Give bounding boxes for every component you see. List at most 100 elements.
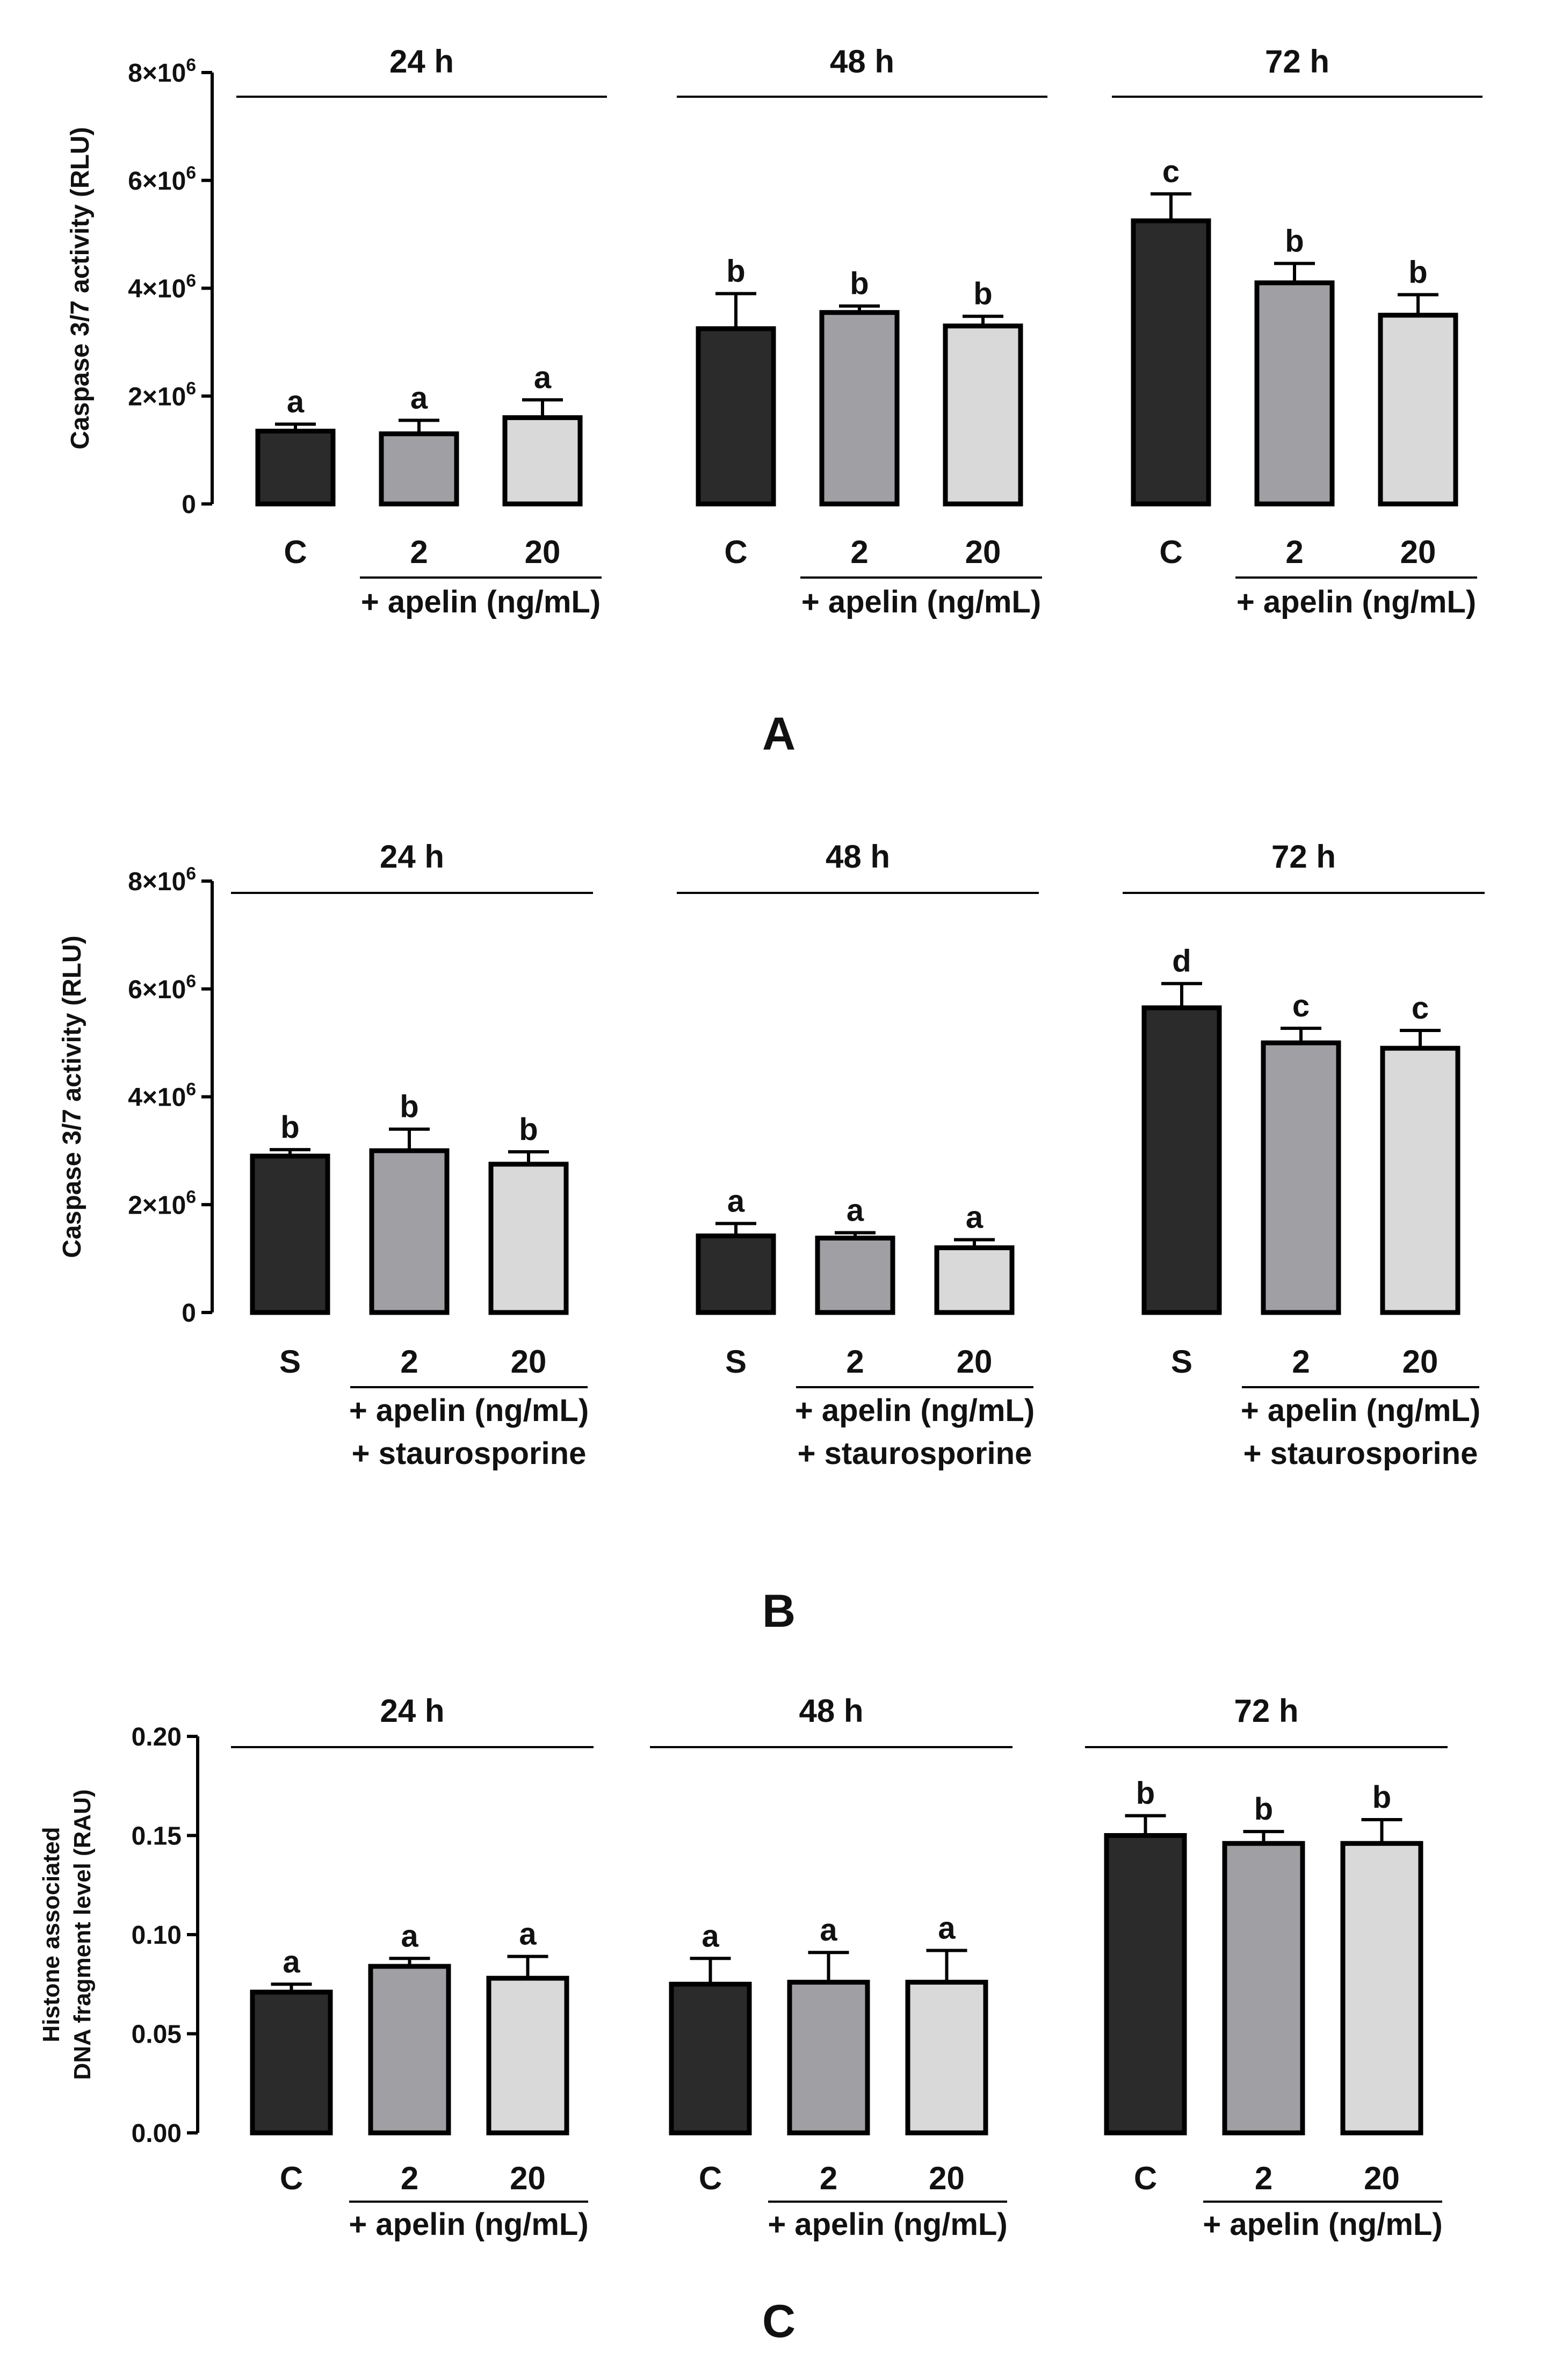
bar [1340, 1841, 1423, 2136]
significance-letter: a [966, 1200, 984, 1235]
bar [250, 1989, 333, 2136]
category-label: 20 [1364, 2160, 1400, 2196]
treatment-label: + apelin (ng/mL) [768, 2207, 1007, 2242]
bar [369, 1148, 450, 1315]
significance-letter: b [1254, 1792, 1273, 1827]
y-tick-label: 2×106 [128, 379, 196, 411]
significance-letter: b [1408, 255, 1427, 290]
significance-letter: a [410, 380, 428, 415]
y-tick-label: 0.05 [132, 2021, 182, 2049]
bar [379, 431, 459, 507]
group-title: 24 h [380, 1693, 444, 1729]
category-label: C [1134, 2160, 1157, 2196]
group-title: 24 h [380, 839, 444, 875]
group-24h: 24 h a Ca 2 a 20 + apelin (ng/mL) [236, 44, 607, 619]
bar [1380, 1045, 1460, 1315]
category-label: 20 [929, 2160, 965, 2196]
significance-letter: b [1136, 1776, 1155, 1811]
category-label: 20 [1400, 534, 1436, 570]
bar [488, 1162, 569, 1315]
panel-label: A [762, 708, 796, 760]
group-24h: 24 h b Sb 2 b 20 + apelin (ng/mL) + staurospori… [231, 839, 593, 1471]
bar [815, 1235, 895, 1315]
bar [1131, 218, 1211, 507]
significance-letter: a [283, 1944, 300, 1979]
category-label: C [724, 534, 747, 570]
category-label: C [1159, 534, 1182, 570]
significance-letter: c [1292, 989, 1310, 1023]
group-48h: 48 h a Ca 2 a 20 + apelin (ng/mL) [650, 1693, 1013, 2242]
y-tick-label: 0 [182, 491, 196, 519]
group-72h: 72 h c Cb 2 b 20 + apelin (ng/mL) [1112, 44, 1483, 619]
significance-letter: b [1285, 223, 1304, 258]
group-48h: 48 h a Sa 2 a 20 + apelin (ng/mL) + staurospori… [677, 839, 1039, 1471]
category-label: 2 [410, 534, 428, 570]
treatment-label: + apelin (ng/mL) [349, 1393, 589, 1428]
panel-b: 0 2×106 4×106 6×106 8×106 Caspase 3/7 activit… [58, 839, 1485, 1637]
group-title: 48 h [826, 839, 890, 875]
significance-letter: b [280, 1110, 299, 1145]
significance-letter: b [726, 254, 745, 289]
y-axis-title: Histone associated [38, 1827, 64, 2042]
bar [368, 1964, 451, 2136]
bar [905, 1980, 988, 2136]
treatment-label: + apelin (ng/mL) [1203, 2207, 1442, 2242]
panel-c: 0.00 0.05 0.10 0.15 0.20 Histone associated DN… [38, 1693, 1448, 2347]
category-label: S [279, 1344, 301, 1380]
treatment-label: + apelin (ng/mL) [801, 585, 1041, 619]
panel-a: 0 2×106 4×106 6×106 8×106 Caspase 3/7 activit… [66, 44, 1483, 760]
category-label: 20 [1402, 1344, 1438, 1380]
group-48h: 48 h b Cb 2 b 20 + apelin (ng/mL) [677, 44, 1047, 619]
significance-letter: a [847, 1193, 864, 1228]
significance-letter: a [534, 360, 552, 395]
category-label: 2 [1285, 534, 1303, 570]
bar [1254, 280, 1335, 507]
bar [1222, 1841, 1305, 2136]
y-axis-title: Caspase 3/7 activity (RLU) [58, 935, 86, 1258]
treatment-label: + apelin (ng/mL) [361, 585, 601, 619]
group-title: 72 h [1234, 1693, 1298, 1729]
significance-letter: a [519, 1917, 537, 1952]
category-label: 2 [820, 2160, 837, 2196]
bar [486, 1975, 569, 2136]
category-label: 2 [401, 2160, 418, 2196]
y-tick-label: 8×106 [128, 864, 196, 896]
significance-letter: c [1162, 154, 1180, 189]
bar [502, 415, 583, 507]
category-label: C [284, 534, 307, 570]
significance-letter: d [1172, 944, 1191, 979]
group-title: 72 h [1265, 44, 1329, 80]
category-label: S [1171, 1344, 1192, 1380]
y-tick-label: 6×106 [128, 972, 196, 1004]
group-title: 72 h [1271, 839, 1336, 875]
category-label: 2 [846, 1344, 864, 1380]
bar [1141, 1005, 1222, 1315]
y-tick-label: 8×106 [128, 55, 196, 88]
y-tick-label: 0.20 [132, 1723, 182, 1751]
significance-letter: a [727, 1184, 745, 1218]
group-title: 48 h [830, 44, 894, 80]
y-tick-label: 0.10 [132, 1921, 182, 1950]
significance-letter: a [401, 1919, 418, 1953]
group-24h: 24 h a Ca 2 a 20 + apelin (ng/mL) [231, 1693, 594, 2242]
group-72h: 72 h b Cb 2 b 20 + apelin (ng/mL) [1085, 1693, 1448, 2242]
y-axis-title: DNA fragment level (RAU) [69, 1789, 96, 2080]
category-label: 2 [1292, 1344, 1310, 1380]
significance-letter: a [287, 384, 305, 419]
bar [943, 323, 1023, 507]
bar [696, 326, 776, 507]
bar [1261, 1040, 1341, 1315]
significance-letter: b [400, 1090, 418, 1124]
y-tick-label: 0.15 [132, 1822, 182, 1851]
category-label: S [725, 1344, 747, 1380]
category-label: 20 [510, 2160, 546, 2196]
treatment-label: + apelin (ng/mL) [349, 2207, 588, 2242]
panel-label: C [762, 2296, 796, 2347]
group-title: 48 h [799, 1693, 863, 1729]
bar [787, 1980, 870, 2136]
group-72h: 72 h d Sc 2 c 20 + apelin (ng/mL) + staurospori… [1123, 839, 1485, 1471]
bar [1378, 313, 1458, 507]
significance-letter: b [519, 1112, 538, 1147]
